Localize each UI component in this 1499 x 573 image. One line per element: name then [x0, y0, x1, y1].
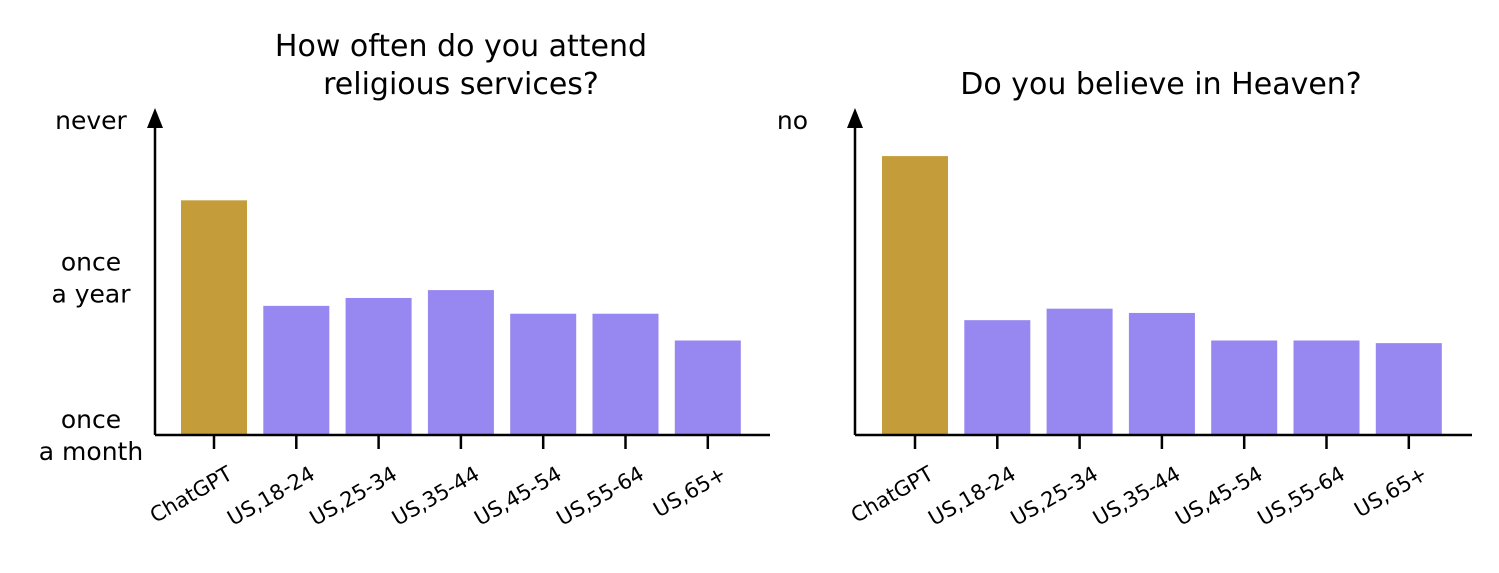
y-axis-arrow-icon [847, 108, 863, 128]
x-tick-label: ChatGPT [847, 461, 938, 527]
bar-US,18-24 [964, 320, 1031, 435]
bar-US,65+ [1375, 343, 1442, 435]
chart-title-line: religious services? [323, 67, 599, 102]
y-tick-label-line: no [777, 106, 808, 135]
y-tick-label: no [777, 106, 808, 135]
bar-US,45-54 [1211, 340, 1278, 435]
chart-title-line: How often do you attend [275, 29, 647, 64]
x-tick-label: US,35-44 [388, 462, 483, 531]
bar-ChatGPT [181, 200, 247, 435]
x-tick-label: US,25-34 [1007, 462, 1102, 531]
bar-US,18-24 [263, 305, 330, 435]
chart-title: How often do you attend religious service… [275, 29, 647, 102]
x-tick-label: US,18-24 [924, 462, 1019, 531]
x-tick-label: US,55-64 [1254, 462, 1349, 531]
bar-US,55-64 [1293, 340, 1360, 435]
bar-US,55-64 [592, 313, 659, 435]
y-tick-label-line: a year [51, 280, 131, 309]
y-tick-label-line: never [55, 106, 127, 135]
x-tick-label: US,65+ [1350, 462, 1431, 523]
y-tick-label-line: a month [39, 437, 143, 466]
x-tick-label: US,35-44 [1089, 462, 1184, 531]
chart-title-line: Do you believe in Heaven? [960, 67, 1361, 102]
x-tick-label: US,18-24 [223, 462, 318, 531]
x-tick-label: US,45-54 [470, 462, 565, 531]
chart-title: Do you believe in Heaven? [960, 67, 1361, 102]
x-tick-label: US,55-64 [553, 462, 648, 531]
y-tick-label-line: once [61, 248, 121, 277]
x-tick-label: ChatGPT [146, 461, 237, 527]
bar-US,35-44 [427, 290, 494, 435]
y-tick-label: once a month [39, 405, 143, 466]
bar-US,25-34 [1046, 308, 1113, 435]
bar-ChatGPT [882, 156, 948, 435]
x-tick-label: US,45-54 [1171, 462, 1266, 531]
chart-panel-2: Do you believe in Heaven? ChatGPTUS,18-24… [777, 67, 1472, 531]
x-tick-label: US,25-34 [306, 462, 401, 531]
bar-US,45-54 [510, 313, 577, 435]
y-tick-label: never [55, 106, 127, 135]
bar-US,25-34 [345, 297, 412, 435]
bar-US,65+ [674, 340, 741, 435]
y-tick-label-line: once [61, 405, 121, 434]
y-tick-label: once a year [51, 248, 131, 309]
x-tick-label: US,65+ [649, 462, 730, 523]
chart-panel-1: How often do you attend religious service… [39, 29, 770, 531]
y-axis-arrow-icon [147, 108, 163, 128]
bar-US,35-44 [1128, 312, 1195, 435]
